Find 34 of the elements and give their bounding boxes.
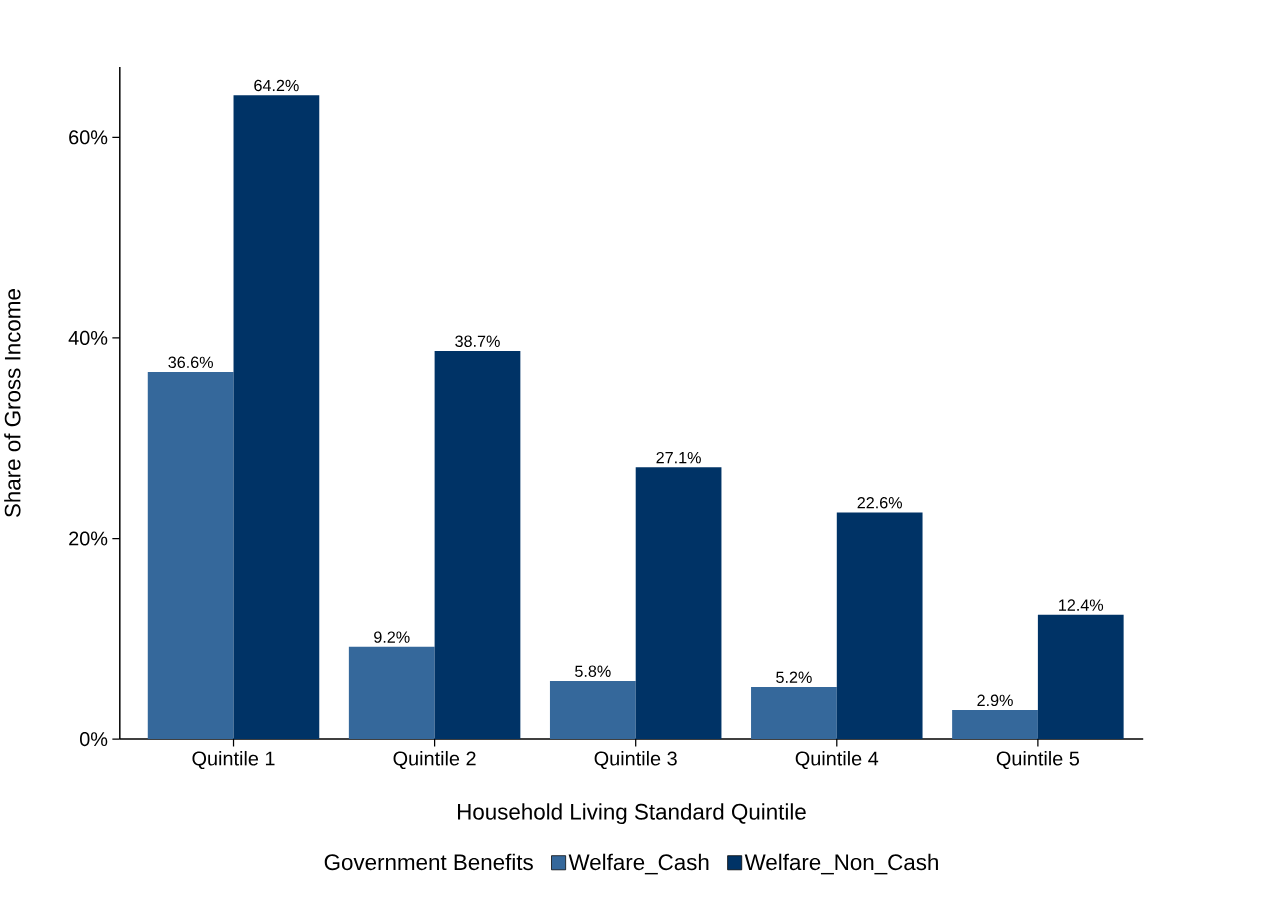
- legend-title: Government Benefits: [324, 853, 533, 871]
- bar: [549, 681, 636, 740]
- x-tick-label: Quintile 5: [996, 751, 1080, 770]
- data-label: 22.6%: [857, 497, 902, 509]
- y-tick-label: 40%: [68, 331, 108, 346]
- bar: [434, 351, 521, 740]
- data-label: 36.6%: [168, 356, 213, 369]
- data-label: 27.1%: [656, 452, 701, 464]
- bar: [147, 372, 234, 740]
- x-tick-label: Quintile 1: [192, 751, 275, 770]
- legend-label: Welfare_Non_Cash: [744, 853, 938, 875]
- data-label: 5.8%: [575, 665, 611, 678]
- y-axis-title: Share of Gross Income: [4, 289, 21, 518]
- x-axis-title: Household Living Standard Quintile: [458, 803, 806, 825]
- data-label: 2.9%: [977, 694, 1013, 707]
- data-label: 5.2%: [776, 671, 812, 684]
- y-tick-label: 0%: [80, 732, 108, 747]
- bar: [836, 512, 923, 740]
- data-label: 9.2%: [374, 631, 410, 644]
- bar: [348, 647, 435, 740]
- bar: [635, 467, 722, 740]
- y-tick-label: 20%: [69, 531, 108, 546]
- x-tick-label: Quintile 4: [795, 751, 879, 770]
- x-tick-label: Quintile 2: [393, 751, 476, 770]
- data-label: 64.2%: [254, 79, 299, 92]
- data-label: 12.4%: [1059, 599, 1104, 611]
- y-tick-label: 60%: [69, 130, 108, 145]
- legend-label: Welfare_Cash: [568, 853, 709, 875]
- x-tick-label: Quintile 3: [594, 751, 677, 770]
- bar: [1037, 614, 1124, 740]
- bar: [751, 687, 837, 740]
- data-label: 38.7%: [455, 335, 500, 348]
- bar: [233, 95, 320, 740]
- bar: [952, 710, 1038, 740]
